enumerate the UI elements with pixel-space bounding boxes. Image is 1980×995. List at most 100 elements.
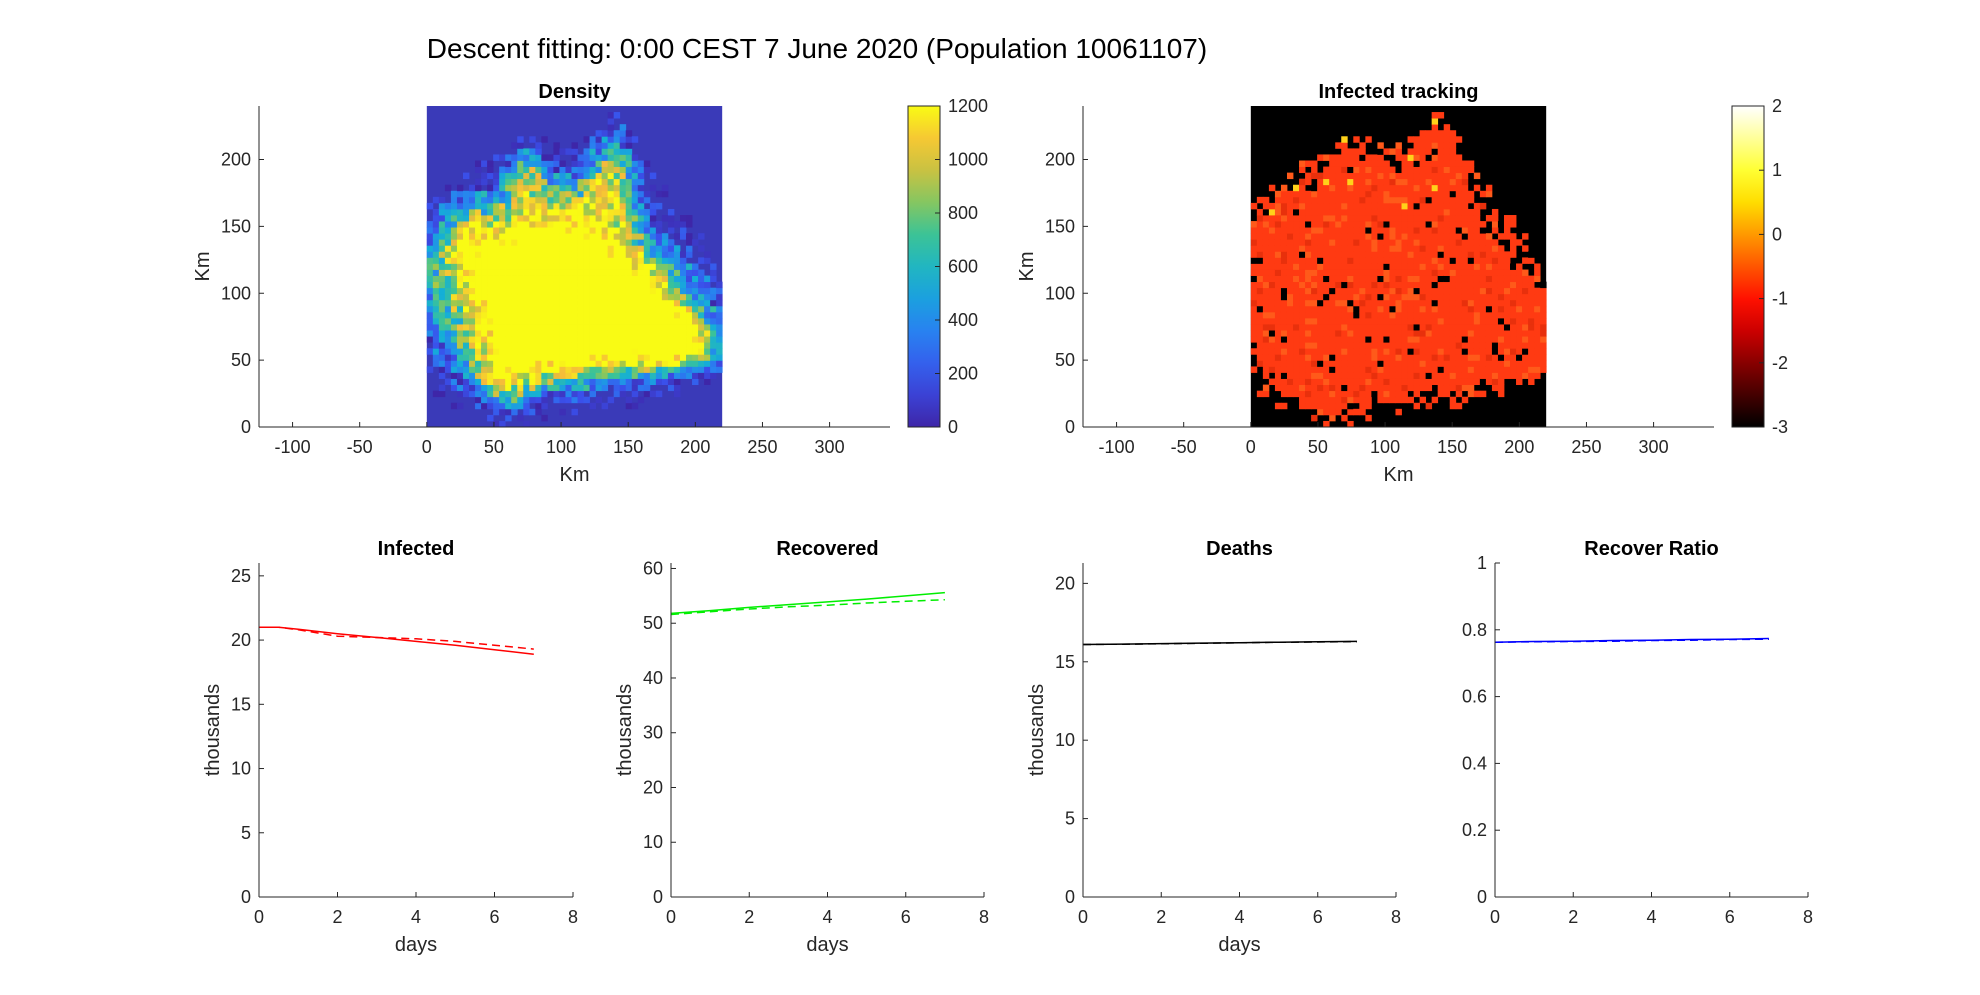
heatmap-cell xyxy=(692,360,699,367)
heatmap-cell xyxy=(595,372,603,379)
heatmap-cell xyxy=(1280,305,1288,313)
heatmap-cell xyxy=(631,251,639,258)
heatmap-cell xyxy=(1323,166,1330,174)
heatmap-cell xyxy=(1311,190,1318,198)
heatmap-cell xyxy=(601,227,609,234)
heatmap-cell xyxy=(1329,196,1336,204)
heatmap-cell xyxy=(1491,372,1499,379)
heatmap-cell xyxy=(1461,172,1469,180)
heatmap-cell xyxy=(547,275,554,283)
heatmap-cell xyxy=(511,348,518,355)
heatmap-cell xyxy=(1286,305,1294,313)
heatmap-cell xyxy=(1335,305,1342,313)
heatmap-cell xyxy=(1413,227,1420,234)
heatmap-cell xyxy=(1383,324,1390,331)
heatmap-cell xyxy=(426,336,434,343)
heatmap-cell xyxy=(1461,354,1469,361)
heatmap-cell xyxy=(1419,184,1427,192)
heatmap-cell xyxy=(698,330,705,337)
heatmap-cell xyxy=(692,275,699,283)
heatmap-cell xyxy=(1534,366,1541,373)
heatmap-cell xyxy=(673,245,681,252)
x-tick-label: -50 xyxy=(1171,437,1197,457)
heatmap-cell xyxy=(1479,299,1487,307)
heatmap-cell xyxy=(535,311,542,319)
heatmap-cell xyxy=(1395,166,1402,174)
heatmap-cell xyxy=(655,342,663,349)
heatmap-cell xyxy=(595,305,603,313)
heatmap-cell xyxy=(565,208,572,216)
heatmap-cell xyxy=(637,293,645,301)
heatmap-cell xyxy=(1503,330,1511,337)
heatmap-cell xyxy=(523,366,530,373)
heatmap-cell xyxy=(1503,293,1511,301)
heatmap-cell xyxy=(1311,317,1318,325)
heatmap-cell xyxy=(1353,269,1360,276)
heatmap-cell xyxy=(1407,251,1414,258)
heatmap-cell xyxy=(1280,354,1288,361)
heatmap-cell xyxy=(589,281,596,289)
heatmap-cell xyxy=(523,208,530,216)
heatmap-cell xyxy=(523,281,530,289)
heatmap-cell xyxy=(607,287,615,295)
heatmap-cell xyxy=(1443,184,1451,192)
heatmap-cell xyxy=(710,293,717,301)
heatmap-cell xyxy=(661,251,669,258)
heatmap-cell xyxy=(1365,257,1372,264)
heatmap-cell xyxy=(667,227,675,234)
heatmap-cell xyxy=(505,287,512,295)
heatmap-cell xyxy=(1467,366,1475,373)
heatmap-cell xyxy=(692,330,699,337)
heatmap-cell xyxy=(553,378,560,386)
heatmap-cell xyxy=(625,330,633,337)
heatmap-cell xyxy=(1455,245,1463,252)
heatmap-cell xyxy=(1353,360,1360,367)
heatmap-cell xyxy=(1419,311,1427,319)
heatmap-cell xyxy=(565,287,572,295)
heatmap-cell xyxy=(1353,221,1360,228)
heatmap-cell xyxy=(661,336,669,343)
heatmap-cell xyxy=(577,384,584,392)
heatmap-cell xyxy=(673,233,681,240)
heatmap-cell xyxy=(1335,257,1342,264)
heatmap-cell xyxy=(601,348,609,355)
heatmap-cell xyxy=(1250,239,1258,246)
heatmap-cell xyxy=(1425,281,1433,289)
heatmap-cell xyxy=(649,317,657,325)
heatmap-cell xyxy=(1473,251,1481,258)
heatmap-cell xyxy=(1317,269,1324,276)
heatmap-cell xyxy=(1250,366,1258,373)
heatmap-cell xyxy=(493,154,500,161)
heatmap-cell xyxy=(1365,281,1372,289)
heatmap-cell xyxy=(1256,233,1264,240)
heatmap-cell xyxy=(1389,208,1396,216)
heatmap-cell xyxy=(631,305,639,313)
heatmap-cell xyxy=(1419,372,1427,379)
heatmap-cell xyxy=(565,178,572,186)
heatmap-cell xyxy=(1305,281,1312,289)
heatmap-cell xyxy=(1305,178,1312,186)
heatmap-cell xyxy=(523,390,530,398)
heatmap-cell xyxy=(1311,281,1318,289)
heatmap-cell xyxy=(1305,245,1312,252)
heatmap-cell xyxy=(1443,287,1451,295)
heatmap-cell xyxy=(1353,148,1360,155)
heatmap-cell xyxy=(1371,348,1378,355)
heatmap-cell xyxy=(1323,378,1330,386)
y-tick-label: 200 xyxy=(1045,150,1075,170)
heatmap-cell xyxy=(1323,196,1330,204)
heatmap-cell xyxy=(1389,251,1396,258)
heatmap-cell xyxy=(1437,287,1445,295)
heatmap-cell xyxy=(1534,287,1541,295)
heatmap-cell xyxy=(475,166,482,174)
heatmap-cell xyxy=(1419,275,1427,283)
heatmap-cell xyxy=(577,287,584,295)
heatmap-cell xyxy=(1431,118,1439,125)
heatmap-cell xyxy=(1256,227,1264,234)
heatmap-cell xyxy=(1250,221,1258,228)
heatmap-cell xyxy=(619,330,627,337)
heatmap-cell xyxy=(1491,348,1499,355)
heatmap-cell xyxy=(1250,269,1258,276)
heatmap-cell xyxy=(456,299,464,307)
heatmap-cell xyxy=(1305,275,1312,283)
